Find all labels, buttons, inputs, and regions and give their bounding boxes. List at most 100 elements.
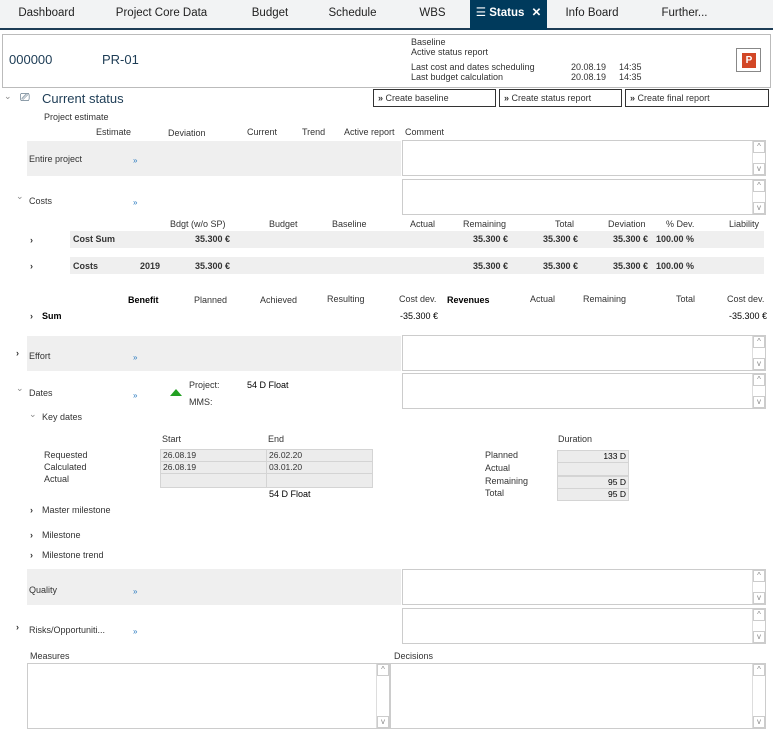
last-budget-label: Last budget calculation [411, 72, 504, 82]
collapse-chevron-icon[interactable]: ⌄ [16, 191, 24, 201]
tab-info-board[interactable]: Info Board [565, 7, 619, 19]
details-link-icon[interactable]: » [133, 587, 138, 596]
expand-chevron-icon[interactable]: › [30, 235, 33, 245]
mms-label: MMS: [189, 397, 213, 407]
cost-remaining: 35.300 € [472, 234, 508, 244]
cost-year: 2019 [140, 261, 161, 271]
risks-comment[interactable]: ^ v [402, 608, 766, 644]
entire-project-comment[interactable]: ^ v [402, 140, 766, 176]
details-link-icon[interactable]: » [133, 156, 138, 165]
entire-project-label: Entire project [29, 154, 83, 164]
scrollbar[interactable]: ^ v [752, 570, 765, 604]
key-dates-label: Key dates [42, 412, 83, 422]
milestone-toggle[interactable]: Milestone [42, 530, 81, 540]
effort-row [27, 336, 401, 371]
details-link-icon[interactable]: » [133, 627, 138, 636]
scrollbar[interactable]: ^ v [752, 141, 765, 175]
measures-textarea[interactable]: ^ v [27, 663, 390, 729]
last-cost-label: Last cost and dates scheduling [411, 62, 535, 72]
active-report-label: Active status report [411, 47, 489, 57]
col-comment: Comment [405, 127, 445, 137]
cost-deviation: 35.300 € [612, 234, 648, 244]
cost-name: Cost Sum [73, 234, 116, 244]
details-link-icon[interactable]: » [133, 198, 138, 207]
expand-chevron-icon[interactable]: › [30, 530, 33, 540]
cost-sum-row [70, 231, 764, 248]
menu-icon: ☰ [475, 7, 490, 19]
status-report-icon: ⎚ [20, 90, 30, 104]
col-bdgt-wo-sp: Bdgt (w/o SP) [170, 219, 226, 229]
expand-chevron-icon[interactable]: › [16, 622, 19, 632]
effort-comment[interactable]: ^ v [402, 335, 766, 371]
col-actual: Actual [410, 219, 436, 229]
expand-chevron-icon[interactable]: › [30, 261, 33, 271]
col-actual: Actual [530, 294, 556, 304]
tab-dashboard[interactable]: Dashboard [18, 7, 75, 19]
expand-chevron-icon[interactable]: › [30, 311, 33, 321]
tab-project-core-data[interactable]: Project Core Data [115, 7, 208, 19]
costs-comment[interactable]: ^ v [402, 179, 766, 215]
scrollbar[interactable]: ^ v [752, 374, 765, 408]
milestone-trend-toggle[interactable]: Milestone trend [42, 550, 104, 560]
section-title: Current status [42, 91, 124, 106]
actual-end [266, 473, 373, 488]
project-float-value: 54 D Float [247, 380, 289, 390]
actual-start [160, 473, 267, 488]
quality-row [27, 569, 401, 605]
details-link-icon[interactable]: » [133, 353, 138, 362]
last-cost-date: 20.08.19 [571, 62, 607, 72]
project-code: PR-01 [102, 52, 139, 67]
col-liability: Liability [729, 219, 760, 229]
collapse-chevron-icon[interactable]: ⌄ [29, 409, 37, 419]
float-value: 54 D Float [269, 489, 311, 499]
last-budget-date: 20.08.19 [571, 72, 607, 82]
tab-budget[interactable]: Budget [251, 7, 289, 19]
sum-cost-dev: -35.300 € [400, 311, 439, 321]
details-link-icon[interactable]: » [133, 391, 138, 400]
powerpoint-export-button[interactable]: P [736, 48, 761, 72]
scrollbar[interactable]: ^ v [376, 664, 389, 728]
tab-wbs[interactable]: WBS [419, 7, 446, 19]
collapse-chevron-icon[interactable]: ⌄ [16, 383, 24, 393]
col-estimate: Estimate [96, 127, 132, 137]
scrollbar[interactable]: ^ v [752, 180, 765, 214]
create-final-report-button[interactable]: » Create final report [625, 89, 769, 107]
sum-label: Sum [42, 311, 62, 321]
col-total: Total [676, 294, 696, 304]
scrollbar[interactable]: ^ v [752, 664, 765, 728]
col-planned: Planned [194, 295, 228, 305]
col-start: Start [162, 434, 182, 444]
tab-further[interactable]: Further... [661, 7, 708, 19]
tab-status[interactable]: ☰ Status ✕ [470, 0, 547, 30]
scrollbar[interactable]: ^ v [752, 609, 765, 643]
actual-label: Actual [44, 474, 70, 484]
decisions-textarea[interactable]: ^ v [390, 663, 766, 729]
expand-chevron-icon[interactable]: › [30, 505, 33, 515]
col-remaining: Remaining [583, 294, 627, 304]
create-status-report-button[interactable]: » Create status report [499, 89, 622, 107]
revenues-label: Revenues [447, 295, 490, 305]
cost-bdgt: 35.300 € [194, 261, 230, 271]
expand-chevron-icon[interactable]: › [16, 348, 19, 358]
decisions-label: Decisions [394, 651, 434, 661]
measures-label: Measures [30, 651, 70, 661]
last-budget-time: 14:35 [619, 72, 642, 82]
effort-label: Effort [29, 351, 51, 361]
cost-total: 35.300 € [542, 261, 578, 271]
col-duration: Duration [558, 434, 593, 444]
master-milestone-toggle[interactable]: Master milestone [42, 505, 111, 515]
quality-comment[interactable]: ^ v [402, 569, 766, 605]
dates-comment[interactable]: ^ v [402, 373, 766, 409]
costs-row [70, 257, 764, 274]
collapse-chevron-icon[interactable]: ⌄ [4, 91, 12, 101]
remaining-label: Remaining [485, 476, 529, 486]
col-current: Current [247, 127, 278, 137]
powerpoint-icon: P [742, 53, 756, 68]
close-icon[interactable]: ✕ [531, 7, 542, 19]
scrollbar[interactable]: ^ v [752, 336, 765, 370]
benefit-label: Benefit [128, 295, 159, 305]
create-baseline-button[interactable]: » Create baseline [373, 89, 496, 107]
actual-duration [557, 462, 629, 476]
tab-schedule[interactable]: Schedule [328, 7, 377, 19]
expand-chevron-icon[interactable]: › [30, 550, 33, 560]
